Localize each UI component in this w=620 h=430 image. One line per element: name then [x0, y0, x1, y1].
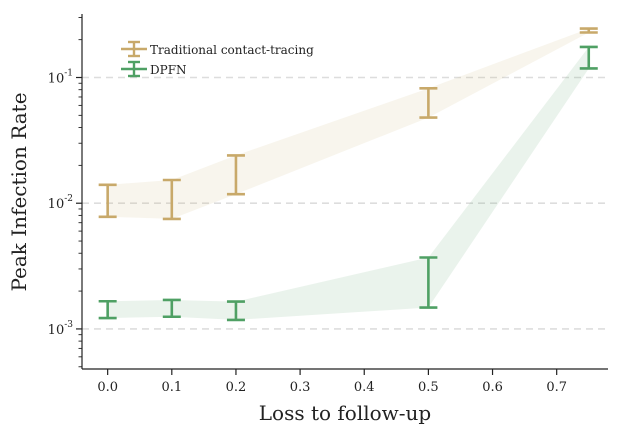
errorbar-series-1-point-3: [419, 256, 438, 309]
errorbar-series-1-point-1: [162, 298, 181, 319]
error-bars: [98, 27, 598, 322]
x-ticks: 0.0 0.1 0.2 0.3 0.4 0.5 0.6 0.7: [97, 369, 567, 395]
y-tick-label-0: 10-3: [48, 320, 74, 338]
grid-lines: [82, 76, 608, 330]
x-tick-label-1: 0.1: [161, 380, 182, 395]
legend-label-traditional: Traditional contact-tracing: [150, 43, 314, 57]
errorbar-series-1-point-2: [226, 300, 245, 322]
legend: Traditional contact-tracing DPFN: [121, 40, 314, 78]
errorbar-series-0-point-2: [226, 154, 245, 196]
y-tick-label-1: 10-2: [48, 194, 73, 212]
x-axis-title: Loss to follow-up: [259, 401, 431, 425]
legend-label-dpfn: DPFN: [150, 63, 187, 77]
y-ticks: 10-3 10-2 10-1: [48, 17, 82, 368]
x-tick-label-7: 0.7: [546, 380, 567, 395]
errorbar-series-1-point-4: [579, 45, 598, 70]
band-series-1: [107, 46, 589, 320]
errorbar-series-0-point-0: [98, 183, 117, 219]
errorbar-series-0-point-4: [579, 27, 598, 34]
y-tick-label-2: 10-1: [48, 69, 73, 87]
y-axis-title: Peak Infection Rate: [7, 92, 31, 291]
errorbar-series-1-point-0: [98, 299, 117, 320]
x-tick-label-2: 0.2: [226, 380, 247, 395]
x-tick-label-4: 0.4: [354, 380, 375, 395]
x-tick-label-6: 0.6: [482, 380, 503, 395]
errorbar-series-0-point-3: [419, 87, 438, 119]
x-tick-label-5: 0.5: [418, 380, 439, 395]
axes: [81, 14, 608, 370]
band-series-0: [107, 28, 589, 219]
legend-marker-dpfn: [121, 60, 147, 78]
x-tick-label-3: 0.3: [290, 380, 311, 395]
x-tick-label-0: 0.0: [97, 380, 118, 395]
legend-marker-traditional: [121, 40, 147, 58]
confidence-bands: [107, 28, 589, 320]
errorbar-series-0-point-1: [162, 178, 181, 221]
